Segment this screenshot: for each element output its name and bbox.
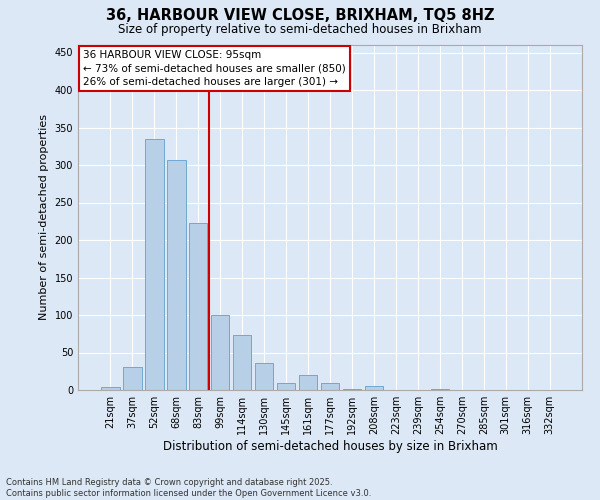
- Bar: [233, 335, 251, 390]
- Text: Contains HM Land Registry data © Crown copyright and database right 2025.
Contai: Contains HM Land Registry data © Crown c…: [6, 478, 371, 498]
- Bar: [299, 375, 317, 390]
- Bar: [211, 315, 229, 390]
- Bar: [101, 387, 119, 390]
- Bar: [145, 138, 164, 390]
- Bar: [320, 382, 340, 390]
- Bar: [277, 382, 295, 390]
- Bar: [167, 160, 185, 390]
- Text: 36, HARBOUR VIEW CLOSE, BRIXHAM, TQ5 8HZ: 36, HARBOUR VIEW CLOSE, BRIXHAM, TQ5 8HZ: [106, 8, 494, 22]
- Bar: [189, 223, 208, 390]
- Y-axis label: Number of semi-detached properties: Number of semi-detached properties: [39, 114, 49, 320]
- Bar: [343, 389, 361, 390]
- Text: Size of property relative to semi-detached houses in Brixham: Size of property relative to semi-detach…: [118, 22, 482, 36]
- X-axis label: Distribution of semi-detached houses by size in Brixham: Distribution of semi-detached houses by …: [163, 440, 497, 453]
- Text: 36 HARBOUR VIEW CLOSE: 95sqm
← 73% of semi-detached houses are smaller (850)
26%: 36 HARBOUR VIEW CLOSE: 95sqm ← 73% of se…: [83, 50, 346, 86]
- Bar: [431, 389, 449, 390]
- Bar: [365, 386, 383, 390]
- Bar: [255, 363, 274, 390]
- Bar: [123, 367, 142, 390]
